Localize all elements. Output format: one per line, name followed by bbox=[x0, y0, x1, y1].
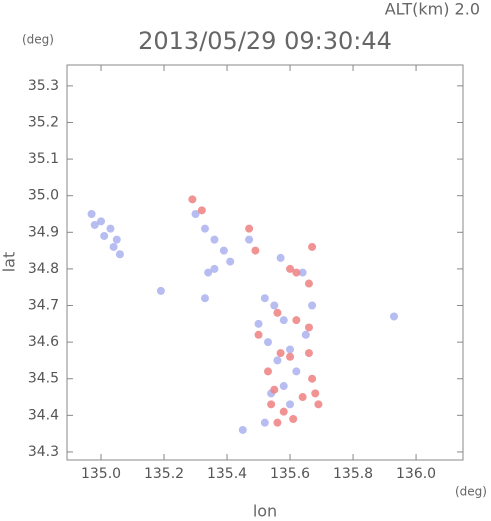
echo-point bbox=[210, 264, 219, 273]
echo-point bbox=[204, 268, 213, 277]
echo-point bbox=[200, 224, 209, 233]
echo-point bbox=[267, 400, 276, 409]
echo-point bbox=[251, 246, 260, 255]
echo-point bbox=[304, 349, 313, 358]
echo-point bbox=[308, 301, 317, 310]
echo-point bbox=[273, 308, 282, 317]
echo-point bbox=[115, 250, 124, 259]
echo-point bbox=[304, 279, 313, 288]
echo-point bbox=[286, 345, 295, 354]
x-tick-label: 135.0 bbox=[81, 466, 121, 482]
y-axis-label: lat bbox=[0, 252, 19, 273]
y-tick-label: 35.0 bbox=[28, 188, 59, 204]
y-tick-label: 34.9 bbox=[28, 224, 59, 240]
echo-point bbox=[286, 352, 295, 361]
echo-point bbox=[210, 235, 219, 244]
y-tick-label: 34.3 bbox=[28, 444, 59, 460]
echo-point bbox=[298, 268, 307, 277]
echo-point bbox=[276, 349, 285, 358]
x-tick-label: 135.6 bbox=[270, 466, 310, 482]
echo-point bbox=[100, 231, 109, 240]
echo-point bbox=[270, 301, 279, 310]
y-unit: (deg) bbox=[22, 33, 54, 47]
echo-point bbox=[191, 209, 200, 218]
echo-point bbox=[254, 319, 263, 328]
echo-point bbox=[308, 242, 317, 251]
y-tick-label: 35.1 bbox=[28, 151, 59, 167]
echo-point bbox=[276, 253, 285, 262]
x-tick-label: 136.0 bbox=[396, 466, 436, 482]
echo-point bbox=[263, 367, 272, 376]
x-tick-label: 135.2 bbox=[144, 466, 184, 482]
echo-point bbox=[197, 206, 206, 215]
echo-point bbox=[273, 356, 282, 365]
echo-point bbox=[226, 257, 235, 266]
echo-point bbox=[273, 418, 282, 427]
echo-point bbox=[245, 235, 254, 244]
altitude-label: ALT(km) 2.0 bbox=[385, 0, 480, 19]
echo-point bbox=[97, 217, 106, 226]
echo-point bbox=[311, 389, 320, 398]
echo-point bbox=[90, 220, 99, 229]
echo-point bbox=[292, 316, 301, 325]
x-tick-label: 135.8 bbox=[333, 466, 373, 482]
echo-point bbox=[289, 414, 298, 423]
y-tick-label: 35.3 bbox=[28, 78, 59, 94]
y-tick-label: 34.6 bbox=[28, 334, 59, 350]
echo-point bbox=[279, 316, 288, 325]
echo-point bbox=[156, 286, 165, 295]
y-tick-label: 34.7 bbox=[28, 298, 59, 314]
y-tick-label: 34.5 bbox=[28, 371, 59, 387]
echo-point bbox=[390, 312, 399, 321]
echo-point bbox=[301, 330, 310, 339]
echo-point bbox=[219, 246, 228, 255]
echo-point bbox=[292, 367, 301, 376]
echo-point bbox=[286, 264, 295, 273]
y-tick-label: 34.4 bbox=[28, 407, 59, 423]
echo-point bbox=[314, 400, 323, 409]
echo-point bbox=[279, 382, 288, 391]
y-tick-label: 34.8 bbox=[28, 261, 59, 277]
echo-point bbox=[270, 385, 279, 394]
echo-point bbox=[260, 418, 269, 427]
echo-point bbox=[245, 224, 254, 233]
echo-point bbox=[254, 330, 263, 339]
x-tick-label: 135.4 bbox=[207, 466, 247, 482]
echo-point bbox=[292, 268, 301, 277]
echo-point bbox=[279, 407, 288, 416]
echo-point bbox=[286, 400, 295, 409]
echo-point bbox=[200, 294, 209, 303]
echo-point bbox=[112, 235, 121, 244]
echo-point bbox=[308, 374, 317, 383]
echo-point bbox=[298, 393, 307, 402]
echo-point bbox=[188, 195, 197, 204]
echo-point bbox=[263, 338, 272, 347]
echo-point bbox=[260, 294, 269, 303]
echo-point bbox=[87, 209, 96, 218]
echo-point bbox=[304, 323, 313, 332]
y-tick-label: 35.2 bbox=[28, 114, 59, 130]
echo-point bbox=[109, 242, 118, 251]
echo-point bbox=[106, 224, 115, 233]
plot-frame bbox=[66, 64, 464, 461]
x-unit: (deg) bbox=[455, 485, 487, 499]
x-axis-label: lon bbox=[253, 502, 277, 521]
chart-title: 2013/05/29 09:30:44 bbox=[138, 27, 392, 55]
echo-point bbox=[238, 425, 247, 434]
